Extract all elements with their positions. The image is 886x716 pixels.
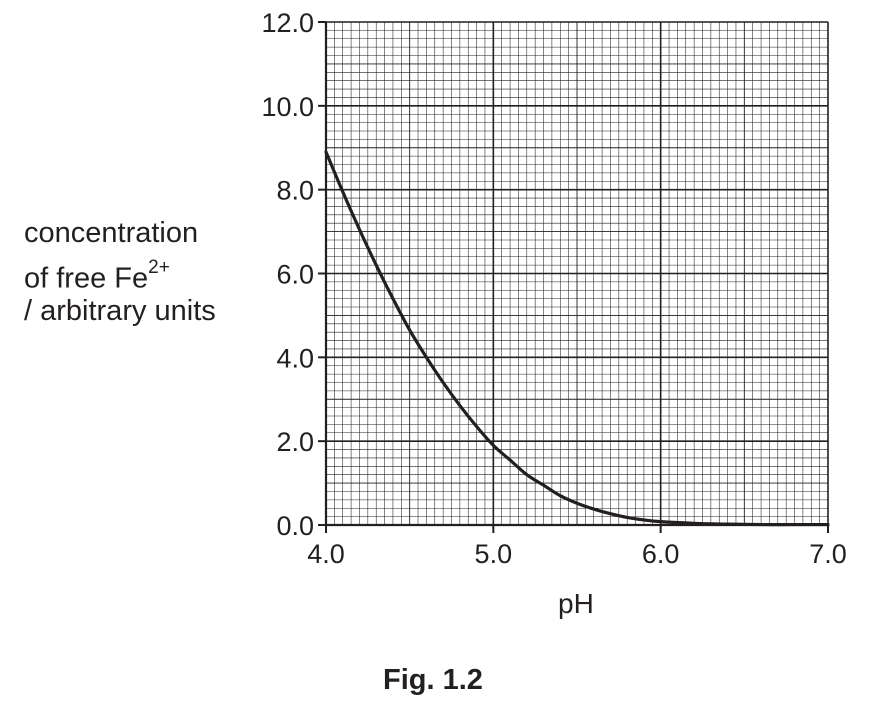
x-tick-label: 6.0 <box>642 539 680 569</box>
concentration-curve <box>324 150 830 527</box>
y-axis-label-text: of free Fe <box>24 262 149 295</box>
x-tick-label: 4.0 <box>307 539 345 569</box>
y-axis-label-superscript: 2+ <box>148 257 170 278</box>
x-tick-label: 7.0 <box>809 539 847 569</box>
figure-caption: Fig. 1.2 <box>383 664 483 696</box>
y-axis-label-line-2: of free Fe2+ <box>24 253 170 298</box>
x-axis-label: pH <box>558 588 594 619</box>
y-tick-label: 0.0 <box>276 511 314 541</box>
y-tick-label: 2.0 <box>276 427 314 457</box>
y-tick-label: 8.0 <box>276 176 314 206</box>
x-tick-label: 5.0 <box>475 539 513 569</box>
y-tick-label: 12.0 <box>261 8 314 38</box>
chart-grid <box>324 21 829 527</box>
y-tick-label: 10.0 <box>261 92 314 122</box>
y-tick-label: 6.0 <box>276 260 314 290</box>
chart-tick-labels: 0.0 2.0 4.0 6.0 8.0 10.0 12.0 4.0 5.0 6.0 7.0 <box>261 8 846 569</box>
y-tick-label: 4.0 <box>276 343 314 373</box>
y-axis-label-line-3: / arbitrary units <box>24 295 216 327</box>
y-axis-label-line-1: concentration <box>24 217 199 249</box>
chart-ticks <box>318 21 829 533</box>
